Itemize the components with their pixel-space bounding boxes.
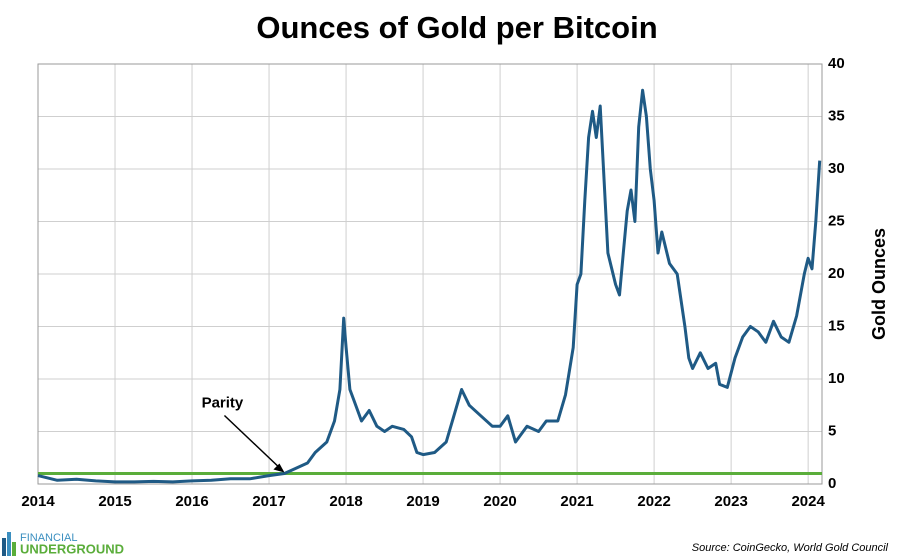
logo-text: UNDERGROUND [20,541,124,556]
y-tick-label: 10 [828,370,845,387]
y-axis-label: Gold Ounces [869,228,889,340]
source: Source: CoinGecko, World Gold Council [692,542,889,554]
annotation: Parity [202,394,244,411]
x-tick-label: 2018 [329,493,362,510]
y-tick-label: 30 [828,160,845,177]
logo-bar [12,542,16,556]
y-tick-label: 5 [828,422,836,439]
x-tick-label: 2016 [175,493,208,510]
x-tick-label: 2019 [406,493,439,510]
y-tick-label: 15 [828,317,845,334]
x-tick-label: 2014 [21,493,55,510]
data-line [37,88,822,484]
y-tick-label: 35 [828,107,845,124]
y-tick-label: 25 [828,212,845,229]
logo-bar [7,532,11,556]
logo-bar [2,538,6,556]
annotation-arrow [223,414,283,472]
x-tick-label: 2017 [252,493,285,510]
x-tick-label: 2022 [637,493,670,510]
logo-text: FINANCIAL [20,532,77,544]
x-tick-label: 2015 [98,493,131,510]
y-tick-label: 0 [828,475,836,492]
logo: FINANCIAL UNDERGROUND [2,532,124,556]
annotation-arrowhead [273,463,285,473]
chart-title: Ounces of Gold per Bitcoin [256,10,657,45]
plot-border [37,63,823,485]
x-tick-label: 2023 [714,493,747,510]
x-tick-label: 2020 [483,493,516,510]
y-tick-label: 40 [828,55,845,72]
y-tick-label: 20 [828,265,845,282]
x-tick-label: 2024 [791,493,825,510]
x-tick-label: 2021 [560,493,593,510]
